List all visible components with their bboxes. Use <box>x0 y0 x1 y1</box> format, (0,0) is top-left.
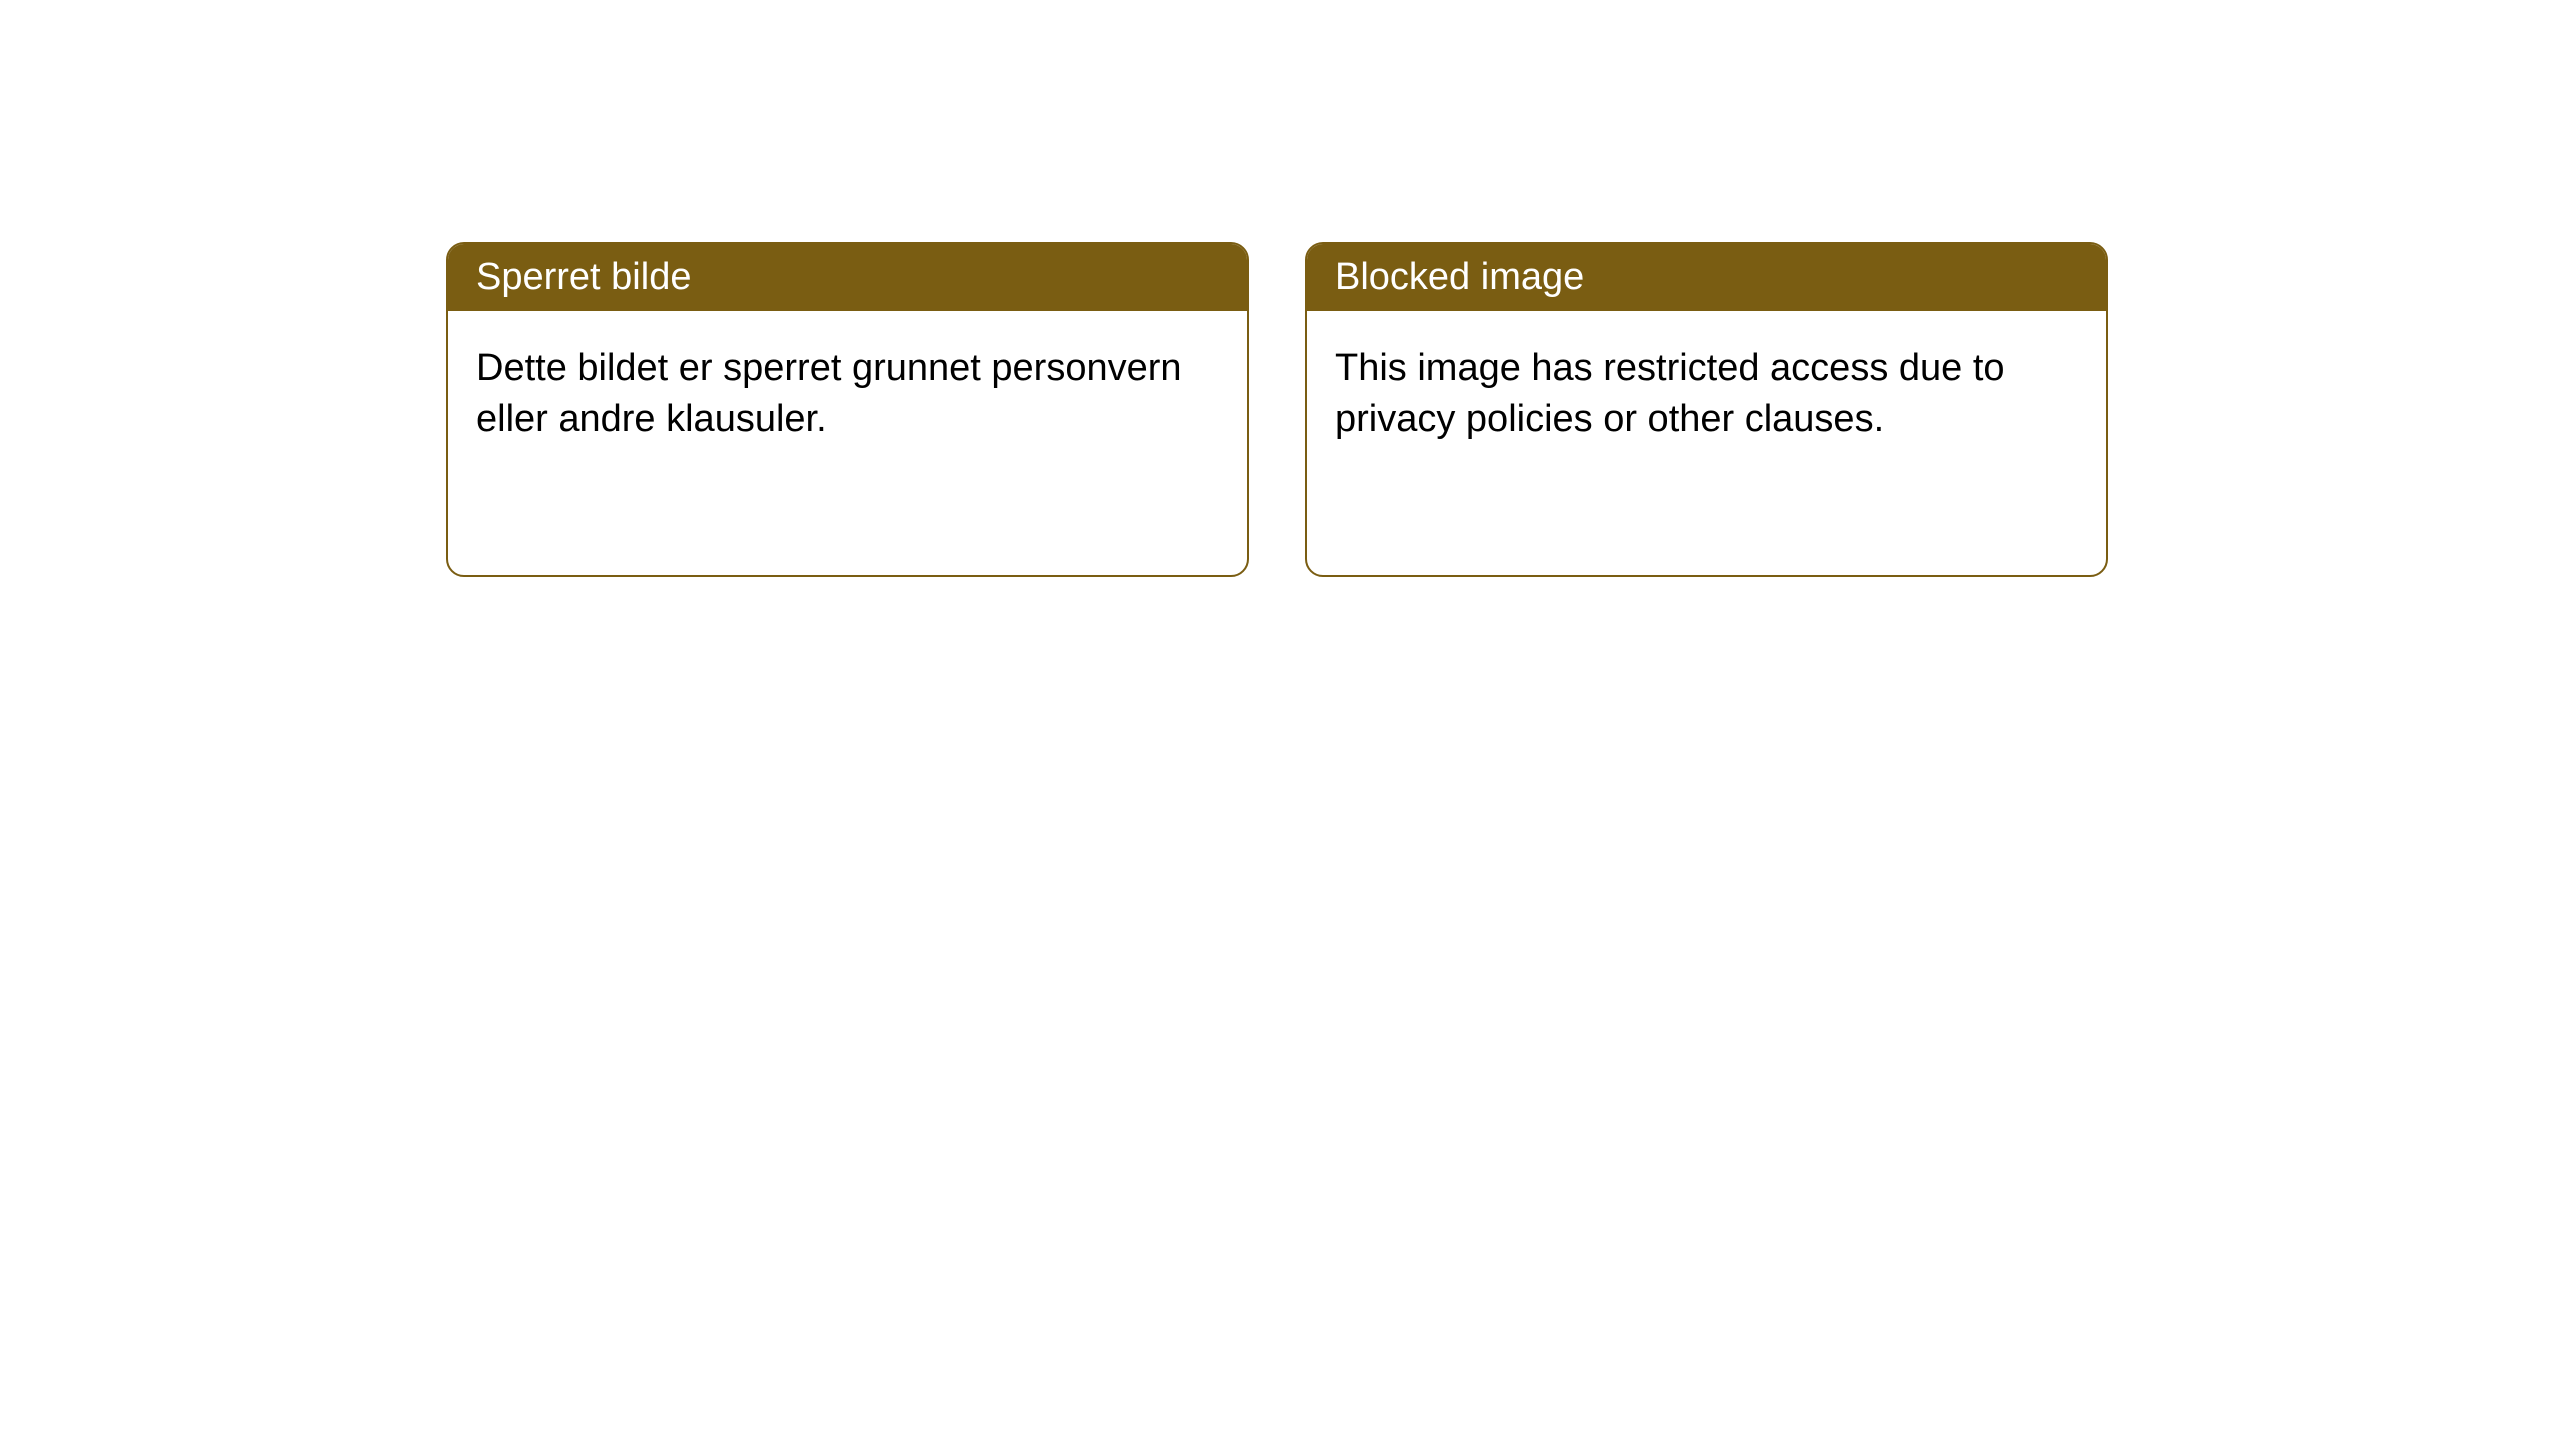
notice-cards-container: Sperret bilde Dette bildet er sperret gr… <box>446 242 2108 577</box>
card-body: Dette bildet er sperret grunnet personve… <box>448 311 1247 478</box>
card-header: Sperret bilde <box>448 244 1247 311</box>
card-body: This image has restricted access due to … <box>1307 311 2106 478</box>
notice-card-english: Blocked image This image has restricted … <box>1305 242 2108 577</box>
card-title: Sperret bilde <box>476 256 691 298</box>
notice-card-norwegian: Sperret bilde Dette bildet er sperret gr… <box>446 242 1249 577</box>
card-header: Blocked image <box>1307 244 2106 311</box>
card-body-text: Dette bildet er sperret grunnet personve… <box>476 347 1182 440</box>
card-body-text: This image has restricted access due to … <box>1335 347 2005 440</box>
card-title: Blocked image <box>1335 256 1584 298</box>
